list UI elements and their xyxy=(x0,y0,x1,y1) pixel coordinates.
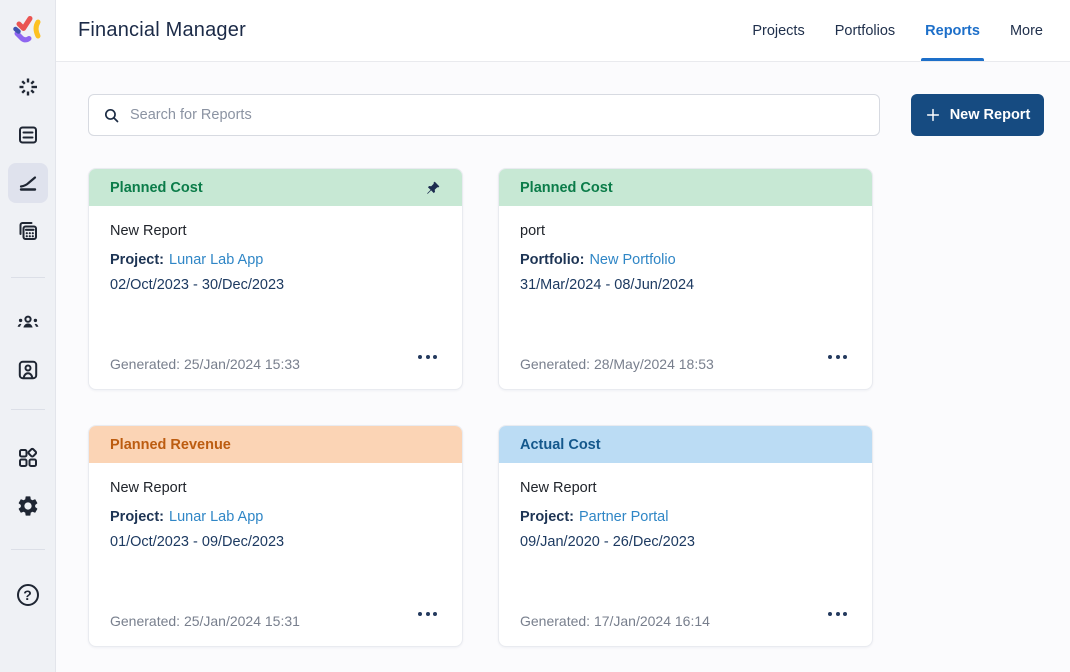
report-card-footer: Generated: 25/Jan/2024 15:31 xyxy=(110,596,441,646)
more-options-icon[interactable] xyxy=(414,608,441,620)
entity-link[interactable]: Lunar Lab App xyxy=(169,509,264,525)
report-type-label: Planned Revenue xyxy=(110,436,231,453)
report-card-footer: Generated: 17/Jan/2024 16:14 xyxy=(520,596,851,646)
report-card-footer: Generated: 25/Jan/2024 15:33 xyxy=(110,339,441,389)
entity-label: Project: xyxy=(110,252,164,268)
report-date-range: 02/Oct/2023 - 30/Dec/2023 xyxy=(110,277,285,293)
report-card-body: New Report Project: Lunar Lab App 02/Oct/… xyxy=(89,223,462,293)
sidebar xyxy=(0,0,56,672)
apps-grid-icon xyxy=(18,447,37,467)
sidebar-item-teams[interactable] xyxy=(8,302,48,342)
report-date-range: 01/Oct/2023 - 09/Dec/2023 xyxy=(110,534,285,550)
generated-timestamp: Generated: 25/Jan/2024 15:33 xyxy=(110,356,300,372)
new-report-button[interactable]: New Report xyxy=(911,94,1044,136)
report-card-body: New Report Project: Partner Portal 09/Jan… xyxy=(499,480,872,550)
entity-label: Project: xyxy=(520,509,574,525)
top-header: Financial Manager Projects Portfolios Re… xyxy=(56,0,1070,62)
tempo-burst-icon xyxy=(19,78,37,96)
sidebar-item-apps[interactable] xyxy=(8,438,48,478)
generated-timestamp: Generated: 17/Jan/2024 16:14 xyxy=(520,613,710,629)
settings-gear-icon xyxy=(18,496,37,516)
report-card[interactable]: Actual Cost New Report Project: Partner P… xyxy=(498,425,873,647)
reports-toolbar: New Report xyxy=(88,94,1044,136)
report-cards-grid: Planned Cost New Report Project: Lunar La… xyxy=(88,168,1044,647)
tempo-logo[interactable] xyxy=(0,0,55,62)
report-type-header: Actual Cost xyxy=(499,426,872,463)
contact-card-icon xyxy=(18,360,37,380)
nav-tab-reports[interactable]: Reports xyxy=(910,0,995,61)
report-card[interactable]: Planned Cost New Report Project: Lunar La… xyxy=(88,168,463,390)
entity-label: Portfolio: xyxy=(520,252,585,268)
plus-icon xyxy=(926,108,939,122)
sidebar-item-documents[interactable] xyxy=(8,115,48,155)
top-navigation: Projects Portfolios Reports More xyxy=(737,0,1070,61)
sidebar-item-help[interactable] xyxy=(8,575,48,615)
sidebar-divider xyxy=(10,409,45,410)
help-icon xyxy=(16,584,39,606)
main-content: New Report Planned Cost New Report Proje… xyxy=(56,62,1070,672)
sidebar-item-members[interactable] xyxy=(8,350,48,390)
report-name: New Report xyxy=(110,480,187,496)
calculator-stack-icon xyxy=(19,222,37,240)
tempo-logo-icon xyxy=(12,16,40,43)
document-icon xyxy=(18,126,37,144)
search-box xyxy=(88,94,880,136)
report-type-header: Planned Cost xyxy=(89,169,462,206)
new-report-label: New Report xyxy=(949,107,1031,123)
search-icon xyxy=(104,108,119,122)
report-card-body: port Portfolio: New Portfolio 31/Mar/2024… xyxy=(499,223,872,293)
sidebar-item-home[interactable] xyxy=(8,67,48,107)
more-options-icon[interactable] xyxy=(414,351,441,363)
report-name: New Report xyxy=(520,480,597,496)
search-input[interactable] xyxy=(130,107,865,123)
entity-link[interactable]: Lunar Lab App xyxy=(169,252,264,268)
report-type-header: Planned Revenue xyxy=(89,426,462,463)
nav-tab-more[interactable]: More xyxy=(1009,22,1043,39)
more-options-icon[interactable] xyxy=(824,351,851,363)
page-title: Financial Manager xyxy=(78,19,246,41)
report-card-footer: Generated: 28/May/2024 18:53 xyxy=(520,339,851,389)
pin-icon[interactable] xyxy=(425,180,441,196)
nav-tab-portfolios[interactable]: Portfolios xyxy=(834,22,896,39)
report-type-header: Planned Cost xyxy=(499,169,872,206)
sidebar-item-rates[interactable] xyxy=(8,211,48,251)
sidebar-divider xyxy=(10,277,45,278)
sidebar-item-settings[interactable] xyxy=(8,486,48,526)
more-options-icon[interactable] xyxy=(824,608,851,620)
report-card-body: New Report Project: Lunar Lab App 01/Oct/… xyxy=(89,480,462,550)
entity-link[interactable]: New Portfolio xyxy=(589,252,676,268)
report-type-label: Actual Cost xyxy=(520,436,601,453)
generated-timestamp: Generated: 28/May/2024 18:53 xyxy=(520,356,714,372)
sidebar-item-reports[interactable] xyxy=(7,163,48,203)
entity-label: Project: xyxy=(110,509,164,525)
report-date-range: 31/Mar/2024 - 08/Jun/2024 xyxy=(520,277,695,293)
report-type-label: Planned Cost xyxy=(520,179,613,196)
reports-trend-icon xyxy=(19,176,36,191)
report-date-range: 09/Jan/2020 - 26/Dec/2023 xyxy=(520,534,695,550)
report-name: New Report xyxy=(110,223,187,239)
report-card[interactable]: Planned Revenue New Report Project: Lunar… xyxy=(88,425,463,647)
nav-tab-projects[interactable]: Projects xyxy=(752,22,805,39)
sidebar-divider xyxy=(10,549,45,550)
report-card[interactable]: Planned Cost port Portfolio: New Portfoli… xyxy=(498,168,873,390)
generated-timestamp: Generated: 25/Jan/2024 15:31 xyxy=(110,613,300,629)
entity-link[interactable]: Partner Portal xyxy=(579,509,669,525)
report-type-label: Planned Cost xyxy=(110,179,203,196)
team-icon xyxy=(17,315,38,328)
report-name: port xyxy=(520,223,545,239)
